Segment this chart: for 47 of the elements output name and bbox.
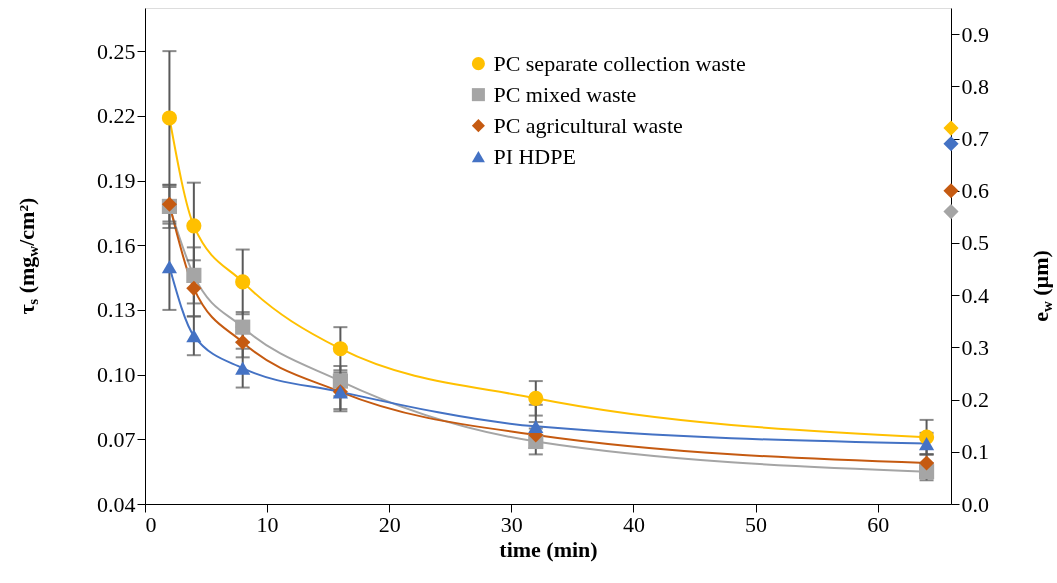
point [235,274,251,290]
point [332,373,348,389]
point [528,419,544,433]
x-axis-title: time (min) [499,536,598,562]
point [186,329,202,343]
x-tick-label: 20 [378,511,401,537]
point [186,267,202,283]
y-tick-label: 0.16 [97,232,136,258]
y-tick-label: 0.10 [97,362,136,388]
point [918,437,935,451]
y2-tick-label: 0.2 [961,387,989,413]
y-axis-title: τs (mgw/cm²) [14,197,41,315]
point [161,260,178,274]
y2-tick-label: 0.0 [961,491,989,517]
point [235,334,251,350]
y-tick-label: 0.19 [97,168,136,194]
x-tick-label: 50 [745,511,768,537]
y2-tick-label: 0.9 [961,21,989,47]
y-tick-label: 0.25 [97,38,136,64]
y-tick-label: 0.13 [97,297,136,323]
legend-label: PC separate collection waste [493,50,746,76]
point [332,341,348,357]
y-tick-label: 0.22 [97,103,136,129]
y2-axis-title: ew (µm) [1028,250,1055,322]
y2-tick-label: 0.6 [961,178,989,204]
point [186,280,202,296]
legend-label: PI HDPE [493,143,576,169]
point [235,361,251,375]
y-tick-label: 0.07 [97,426,136,452]
y2-tick-label: 0.3 [961,334,989,360]
x-tick-label: 10 [256,511,279,537]
x-tick-label: 40 [622,511,645,537]
legend-label: PC mixed waste [493,81,637,107]
point [235,319,251,335]
y-tick-label: 0.04 [97,491,136,517]
x-tick-label: 60 [867,511,890,537]
y2-tick-label: 0.5 [961,230,989,256]
x-tick-label: 0 [145,511,157,537]
legend-label: PC agricultural waste [493,112,683,138]
y2-tick-label: 0.7 [961,126,989,152]
point [528,390,544,406]
point [186,218,202,234]
point [161,110,178,126]
y2-tick-label: 0.8 [961,73,989,99]
y2-tick-label: 0.1 [961,439,989,465]
y2-tick-label: 0.4 [961,282,989,308]
x-tick-label: 30 [500,511,523,537]
